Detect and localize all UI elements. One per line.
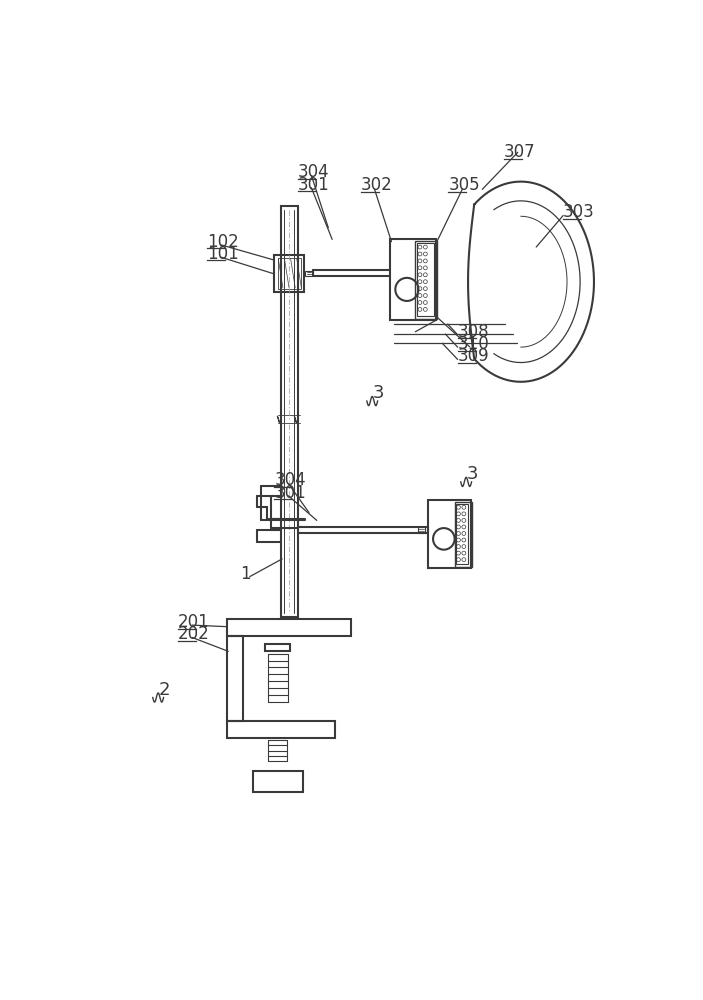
Bar (228, 619, 351, 636)
Bar (418, 527, 425, 533)
Text: 2: 2 (159, 681, 170, 699)
Bar (305, 271, 313, 276)
Text: 202: 202 (178, 625, 210, 643)
Text: 307: 307 (504, 143, 536, 161)
Bar (253, 771, 303, 792)
Text: 201: 201 (178, 613, 210, 631)
Text: 301: 301 (274, 484, 307, 502)
Text: 101: 101 (207, 245, 238, 263)
Text: 309: 309 (458, 347, 489, 365)
Bar (278, 258, 301, 289)
Text: 304: 304 (274, 471, 306, 489)
Text: 1: 1 (240, 565, 250, 583)
Bar (274, 255, 304, 292)
Bar (417, 243, 434, 316)
Bar (456, 504, 468, 564)
Text: 3: 3 (373, 384, 385, 402)
Text: 102: 102 (207, 233, 238, 251)
Bar (428, 500, 471, 568)
Bar (228, 636, 243, 721)
Bar (415, 241, 437, 319)
Bar (455, 502, 472, 567)
Text: 3: 3 (467, 465, 479, 483)
Text: 304: 304 (297, 163, 329, 181)
Bar (280, 206, 297, 617)
Bar (390, 239, 436, 320)
Text: 305: 305 (449, 176, 480, 194)
Bar (265, 644, 290, 651)
Text: 303: 303 (563, 203, 595, 221)
Text: 310: 310 (458, 335, 489, 353)
Bar (228, 721, 335, 738)
Text: 302: 302 (361, 176, 392, 194)
Text: 301: 301 (297, 176, 329, 194)
Text: 308: 308 (458, 323, 489, 341)
